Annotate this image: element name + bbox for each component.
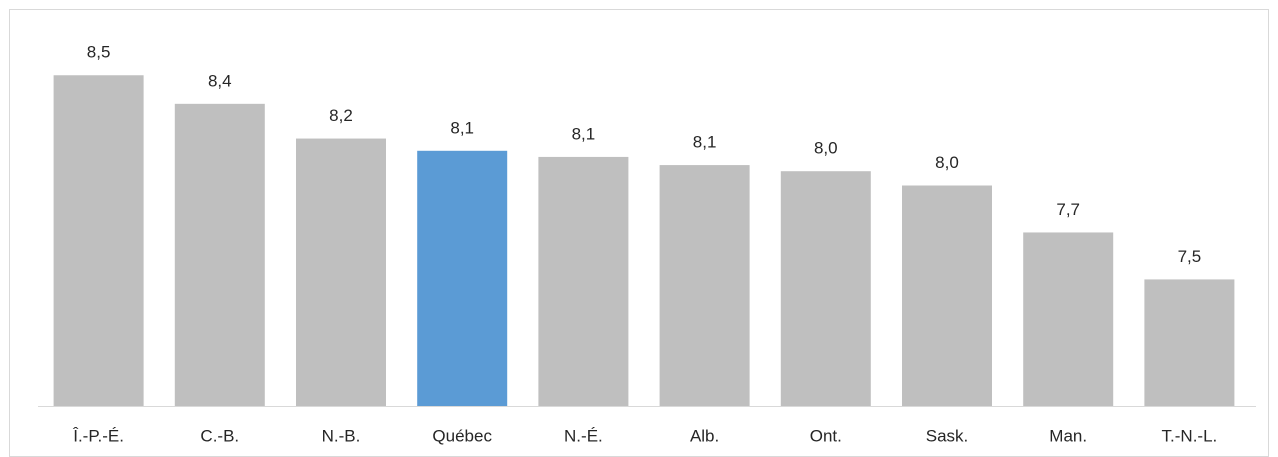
x-tick-label: N.-B. [322, 426, 361, 445]
data-label: 8,0 [935, 153, 959, 172]
bar [296, 138, 386, 406]
data-label: 8,1 [693, 133, 717, 152]
bar [174, 103, 265, 406]
x-tick-label: Î.-P.-É. [72, 426, 124, 445]
x-tick-label: T.-N.-L. [1162, 426, 1218, 445]
data-label: 8,5 [87, 43, 111, 62]
data-label: 7,7 [1056, 200, 1080, 219]
bar [417, 150, 508, 406]
x-tick-label: Ont. [810, 426, 842, 445]
x-tick-label: Québec [432, 426, 492, 445]
bar [902, 185, 992, 406]
data-label: 7,5 [1178, 247, 1202, 266]
bar [780, 171, 871, 406]
data-label: 8,1 [572, 124, 596, 143]
x-tick-label: Man. [1049, 426, 1087, 445]
data-label: 8,4 [208, 71, 232, 90]
x-tick-label: C.-B. [200, 426, 239, 445]
x-tick-label: N.-É. [564, 426, 603, 445]
data-label: 8,1 [450, 118, 474, 137]
bar [538, 156, 629, 406]
x-tick-label: Sask. [926, 426, 969, 445]
bar [53, 75, 144, 406]
data-label: 8,2 [329, 106, 353, 125]
data-label: 8,0 [814, 139, 838, 158]
x-tick-label: Alb. [690, 426, 719, 445]
bar [659, 165, 750, 406]
bar [1023, 232, 1114, 406]
bar [1144, 279, 1235, 406]
